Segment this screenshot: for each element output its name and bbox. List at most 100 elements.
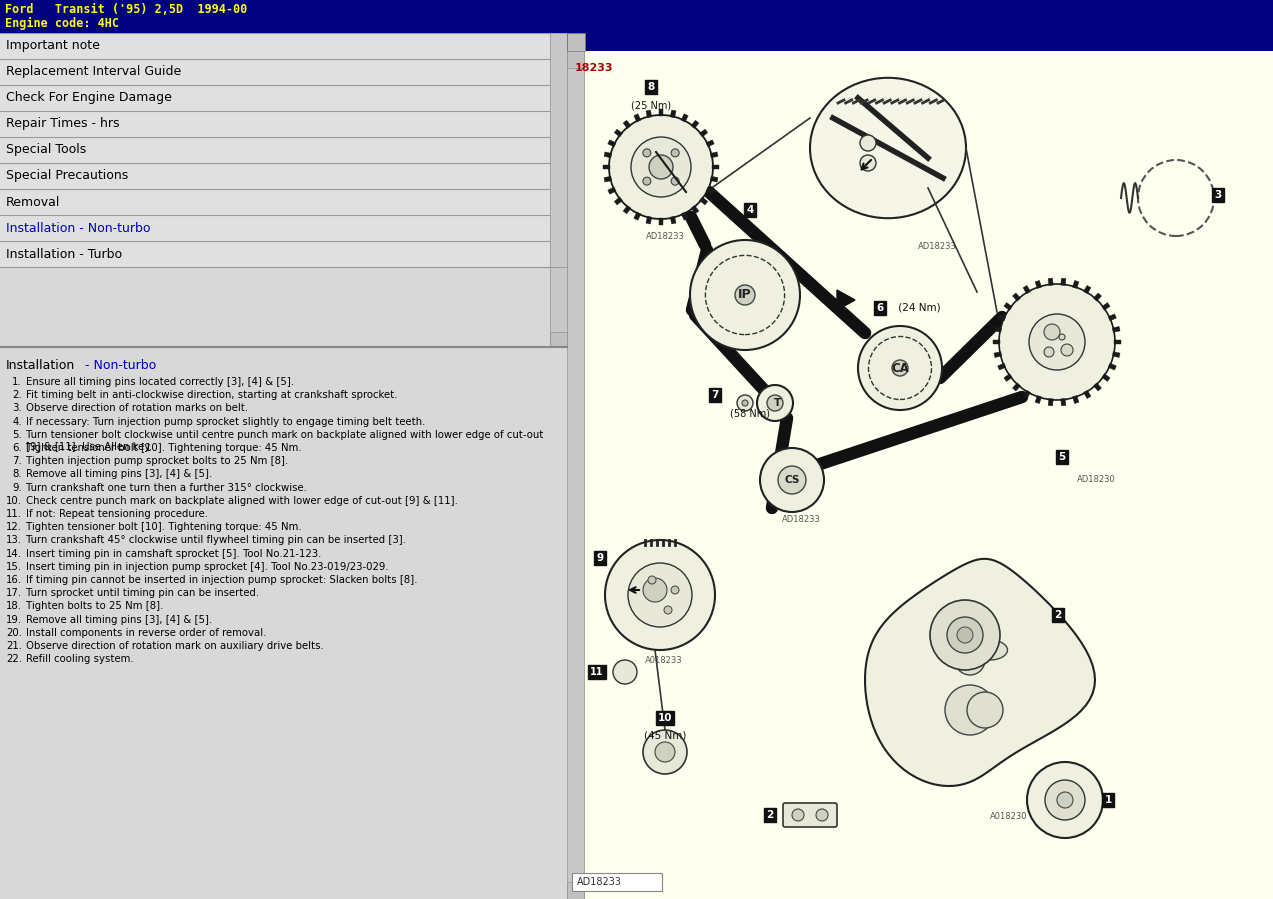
Polygon shape: [994, 352, 1002, 358]
Text: CA: CA: [891, 361, 909, 375]
Polygon shape: [607, 140, 616, 147]
Polygon shape: [1048, 278, 1053, 286]
Text: [9] & [11]. Use Allen key.: [9] & [11]. Use Allen key.: [25, 441, 151, 451]
Text: 2: 2: [1054, 610, 1062, 620]
Polygon shape: [1048, 398, 1053, 405]
Polygon shape: [1094, 293, 1101, 301]
Text: Removal: Removal: [6, 195, 60, 209]
Text: (58 Nm): (58 Nm): [729, 408, 770, 418]
Polygon shape: [615, 197, 622, 205]
Text: A018233: A018233: [645, 656, 682, 665]
Polygon shape: [994, 326, 1002, 333]
Text: 3.: 3.: [13, 404, 22, 414]
Text: 4: 4: [746, 205, 754, 215]
Circle shape: [1027, 762, 1102, 838]
Circle shape: [931, 600, 1001, 670]
Text: Tighten tensioner bolt [10]. Tightening torque: 45 Nm.: Tighten tensioner bolt [10]. Tightening …: [25, 522, 302, 532]
Text: AD18233: AD18233: [918, 242, 957, 251]
Polygon shape: [1004, 374, 1012, 381]
Circle shape: [649, 155, 673, 179]
Text: Installation - Non-turbo: Installation - Non-turbo: [6, 221, 150, 235]
Circle shape: [967, 692, 1003, 728]
Polygon shape: [670, 110, 676, 118]
Circle shape: [671, 149, 679, 156]
Polygon shape: [634, 114, 640, 122]
Polygon shape: [622, 206, 631, 214]
Text: AD18233: AD18233: [645, 232, 685, 241]
Polygon shape: [699, 129, 708, 137]
Text: If not: Repeat tensioning procedure.: If not: Repeat tensioning procedure.: [25, 509, 207, 519]
Circle shape: [735, 285, 755, 305]
Polygon shape: [634, 212, 640, 220]
Circle shape: [643, 578, 667, 602]
Text: Turn crankshaft 45° clockwise until flywheel timing pin can be inserted [3].: Turn crankshaft 45° clockwise until flyw…: [25, 536, 406, 546]
Polygon shape: [710, 152, 718, 158]
Text: Turn sprocket until timing pin can be inserted.: Turn sprocket until timing pin can be in…: [25, 588, 260, 598]
Text: 9.: 9.: [13, 483, 22, 493]
Polygon shape: [607, 187, 616, 194]
Text: Ford   Transit ('95) 2,5D  1994-00: Ford Transit ('95) 2,5D 1994-00: [5, 3, 247, 16]
Text: 5.: 5.: [13, 430, 22, 440]
Text: Tighten injection pump sprocket bolts to 25 Nm [8].: Tighten injection pump sprocket bolts to…: [25, 456, 288, 467]
Bar: [0, 111, 550, 137]
Circle shape: [1045, 780, 1085, 820]
Text: Replacement Interval Guide: Replacement Interval Guide: [6, 66, 181, 78]
Circle shape: [861, 155, 876, 171]
Bar: [0, 215, 550, 241]
Text: Tighten tensioner bolt [10]. Tightening torque: 45 Nm.: Tighten tensioner bolt [10]. Tightening …: [25, 443, 302, 453]
Circle shape: [690, 240, 799, 350]
Text: 4.: 4.: [13, 416, 22, 427]
Polygon shape: [1083, 390, 1091, 398]
Polygon shape: [707, 140, 714, 147]
Text: Remove all timing pins [3], [4] & [5].: Remove all timing pins [3], [4] & [5].: [25, 615, 213, 625]
Bar: [566, 0, 1273, 899]
Bar: [566, 33, 1273, 51]
Polygon shape: [1012, 293, 1021, 301]
Polygon shape: [1083, 286, 1091, 294]
Polygon shape: [603, 152, 612, 158]
Text: Remove all timing pins [3], [4] & [5].: Remove all timing pins [3], [4] & [5].: [25, 469, 213, 479]
Text: Important note: Important note: [6, 40, 99, 52]
Circle shape: [643, 730, 687, 774]
Text: 2: 2: [766, 810, 774, 820]
Circle shape: [757, 385, 793, 421]
Polygon shape: [622, 120, 631, 129]
Text: 1: 1: [1105, 795, 1111, 805]
Text: 18233: 18233: [575, 63, 614, 73]
Polygon shape: [1102, 303, 1110, 310]
Text: Check centre punch mark on backplate aligned with lower edge of cut-out [9] & [1: Check centre punch mark on backplate ali…: [25, 496, 458, 506]
Text: 13.: 13.: [6, 536, 22, 546]
Text: Ensure all timing pins located correctly [3], [4] & [5].: Ensure all timing pins located correctly…: [25, 377, 294, 387]
Text: 10: 10: [658, 713, 672, 723]
Text: 8: 8: [648, 82, 654, 92]
Text: - Non-turbo: - Non-turbo: [81, 359, 157, 372]
Bar: [0, 59, 550, 85]
Bar: [0, 189, 550, 215]
Text: Insert timing pin in injection pump sprocket [4]. Tool No.23-019/23-029.: Insert timing pin in injection pump spro…: [25, 562, 388, 572]
Circle shape: [778, 466, 806, 494]
Polygon shape: [1012, 383, 1021, 391]
Text: 19.: 19.: [6, 615, 22, 625]
Circle shape: [614, 660, 636, 684]
Circle shape: [955, 645, 985, 675]
Polygon shape: [1072, 280, 1080, 289]
Ellipse shape: [810, 78, 966, 218]
Text: 14.: 14.: [6, 548, 22, 558]
Circle shape: [648, 576, 656, 584]
Text: AD18233: AD18233: [577, 877, 622, 887]
Text: 17.: 17.: [6, 588, 22, 598]
Circle shape: [957, 627, 973, 643]
Circle shape: [656, 742, 675, 762]
Bar: [0, 267, 550, 347]
Polygon shape: [691, 120, 699, 129]
FancyBboxPatch shape: [783, 803, 838, 827]
Polygon shape: [1035, 396, 1041, 404]
Text: Installation: Installation: [6, 359, 75, 372]
Text: Observe direction of rotation marks on belt.: Observe direction of rotation marks on b…: [25, 404, 248, 414]
Text: Install components in reverse order of removal.: Install components in reverse order of r…: [25, 628, 266, 637]
Circle shape: [861, 135, 876, 151]
Text: AD18230: AD18230: [1077, 475, 1115, 484]
Text: Special Precautions: Special Precautions: [6, 170, 129, 182]
Circle shape: [605, 540, 715, 650]
Circle shape: [892, 360, 908, 376]
